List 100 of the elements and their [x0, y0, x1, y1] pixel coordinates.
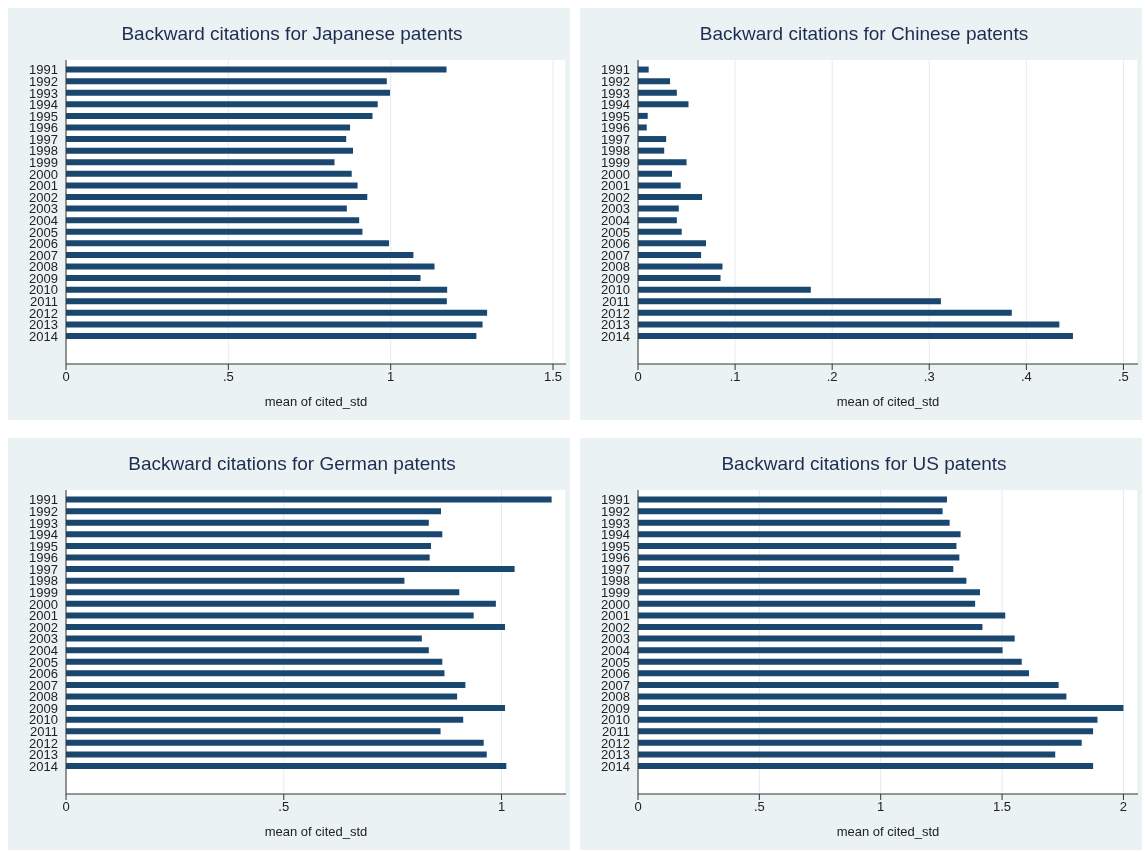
- bar: [66, 275, 421, 282]
- x-tick-label: 0: [634, 799, 642, 815]
- bar: [638, 240, 706, 247]
- x-tick-label: 1.5: [543, 369, 563, 385]
- bar: [66, 705, 506, 712]
- x-tick-label: 1.5: [993, 799, 1012, 815]
- bar: [66, 193, 368, 200]
- bar: [66, 531, 443, 538]
- bar: [638, 566, 954, 573]
- bar: [66, 554, 430, 561]
- bar: [638, 228, 682, 235]
- bar: [638, 577, 967, 584]
- bar: [66, 751, 487, 758]
- bar: [66, 182, 358, 189]
- bar: [66, 205, 347, 212]
- bar: [66, 658, 443, 665]
- bar: [66, 681, 466, 688]
- bar: [638, 263, 723, 270]
- bar: [638, 217, 677, 224]
- bar: [66, 577, 405, 584]
- bar: [66, 762, 507, 769]
- x-tick-label: 2: [1119, 799, 1128, 815]
- bar: [66, 332, 477, 339]
- bar: [638, 554, 960, 561]
- bar: [638, 78, 671, 85]
- x-tick-label: 1: [497, 799, 506, 815]
- bar: [638, 101, 689, 108]
- bar: [66, 589, 460, 596]
- bar: [66, 542, 431, 549]
- bar: [638, 275, 721, 282]
- bar: [638, 658, 1022, 665]
- x-tick-label: .5: [1118, 369, 1129, 385]
- bar: [66, 78, 387, 85]
- bar: [638, 739, 1082, 746]
- bar: [66, 240, 390, 247]
- bar: [66, 728, 441, 735]
- bar: [638, 159, 687, 166]
- bar: [66, 612, 474, 619]
- bar: [66, 136, 347, 143]
- bar: [638, 542, 957, 549]
- bar: [66, 623, 506, 630]
- bar: [66, 228, 363, 235]
- bar: [66, 170, 352, 177]
- x-tick-label: 0: [634, 369, 642, 385]
- bar: [638, 751, 1056, 758]
- bar: [66, 600, 496, 607]
- bar: [638, 170, 672, 177]
- bar: [638, 612, 1006, 619]
- bar: [638, 716, 1098, 723]
- x-tick-label: .1: [729, 369, 741, 385]
- x-axis-title: mean of cited_std: [264, 394, 368, 409]
- bar: [638, 124, 647, 131]
- bar: [66, 496, 552, 503]
- bar: [638, 298, 941, 305]
- bar: [638, 321, 1060, 328]
- bar: [66, 251, 414, 258]
- bar: [638, 705, 1124, 712]
- bar: [638, 519, 950, 526]
- bar: [66, 647, 429, 654]
- bar: [638, 89, 677, 96]
- bar: [638, 286, 811, 293]
- bar: [638, 531, 961, 538]
- bar: [66, 566, 515, 573]
- bar: [638, 112, 648, 119]
- bar: [638, 136, 667, 143]
- bar: [66, 101, 378, 108]
- bar: [638, 762, 1094, 769]
- x-axis-title: mean of cited_std: [836, 394, 940, 409]
- x-tick-label: 0: [62, 369, 70, 385]
- bar: [638, 693, 1067, 700]
- x-tick-label: .3: [923, 369, 935, 385]
- bar: [66, 147, 354, 154]
- x-tick-label: 1: [877, 799, 885, 815]
- bar: [638, 182, 681, 189]
- bar: [66, 159, 335, 166]
- bar: [66, 519, 429, 526]
- bar: [66, 124, 351, 131]
- chart-title: Backward citations for Japanese patents: [120, 22, 464, 46]
- bar: [638, 589, 980, 596]
- bar: [66, 309, 488, 316]
- bar: [638, 332, 1073, 339]
- bar: [638, 635, 1015, 642]
- chart-title: Backward citations for Chinese patents: [698, 22, 1030, 46]
- x-axis-title: mean of cited_std: [264, 824, 368, 839]
- bar: [638, 508, 943, 515]
- bar: [638, 205, 679, 212]
- x-tick-label: 0: [62, 799, 70, 815]
- bar: [66, 635, 422, 642]
- bar: [66, 66, 447, 73]
- bar: [638, 309, 1012, 316]
- bar: [66, 112, 373, 119]
- bar: [66, 739, 484, 746]
- bar: [638, 600, 976, 607]
- bar: [638, 670, 1030, 677]
- x-axis-title: mean of cited_std: [836, 824, 940, 839]
- chart-title: Backward citations for German patents: [127, 452, 457, 476]
- bar: [66, 670, 445, 677]
- bar: [66, 716, 464, 723]
- bar: [66, 298, 447, 305]
- bar: [638, 66, 649, 73]
